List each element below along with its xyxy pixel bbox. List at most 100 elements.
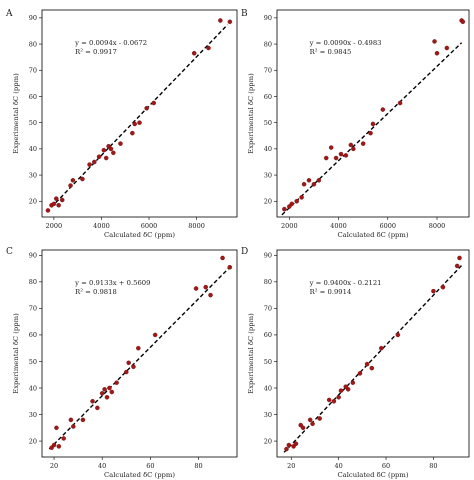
- y-tick-label: 70: [264, 67, 272, 75]
- data-point: [338, 151, 344, 157]
- data-point: [130, 130, 135, 136]
- y-tick-label: 40: [264, 384, 272, 392]
- y-tick-label: 40: [29, 145, 37, 153]
- regression-equation: y = 0.0090x - 0.4983: [309, 39, 382, 47]
- plot-frame: [41, 9, 238, 218]
- x-axis-label: Calculated δC (ppm): [337, 471, 408, 479]
- y-tick-label: 20: [264, 437, 272, 445]
- data-point: [460, 19, 466, 25]
- y-tick-label: 90: [29, 14, 37, 22]
- y-axis-label: Experimental δC (ppm): [12, 313, 20, 394]
- y-tick-label: 30: [29, 171, 37, 179]
- data-point: [126, 360, 131, 366]
- data-point: [289, 201, 295, 207]
- y-tick-label: 20: [29, 198, 37, 206]
- x-tick-label: 8000: [188, 222, 205, 230]
- data-point: [317, 416, 322, 421]
- x-axis-label: Calculated δC (ppm): [104, 471, 175, 479]
- y-tick-label: 20: [29, 437, 37, 445]
- data-point: [45, 208, 51, 213]
- x-tick-label: 20: [287, 462, 295, 470]
- y-tick-label: 90: [264, 14, 272, 22]
- data-point: [101, 147, 107, 153]
- data-point: [432, 39, 437, 44]
- data-point: [301, 181, 307, 187]
- data-point: [90, 399, 95, 404]
- x-axis-label: Calculated δC (ppm): [337, 231, 408, 239]
- data-point: [104, 395, 110, 400]
- data-point: [311, 181, 317, 187]
- data-point: [357, 371, 363, 376]
- data-point: [102, 387, 107, 392]
- panel-c: C 20 30 40 50 60 70 80 90 20 40 60 80 Calculated δC (…: [6, 247, 238, 479]
- data-point: [369, 365, 375, 371]
- panel-letter: A: [5, 9, 13, 19]
- data-point: [227, 19, 233, 25]
- y-tick-label: 80: [264, 40, 272, 48]
- data-point: [457, 255, 462, 261]
- data-point: [71, 424, 76, 429]
- data-point: [316, 178, 322, 183]
- data-point: [111, 150, 116, 156]
- data-point: [299, 195, 304, 200]
- data-point: [333, 155, 339, 161]
- y-tick-label: 50: [264, 358, 272, 366]
- data-point: [68, 183, 73, 188]
- x-tick-label: 2000: [46, 222, 63, 230]
- data-point: [152, 332, 158, 338]
- x-tick-label: 6000: [379, 222, 396, 230]
- data-point: [131, 364, 136, 370]
- data-point: [68, 417, 74, 423]
- data-point: [54, 196, 59, 201]
- data-point: [203, 284, 208, 290]
- y-tick-label: 60: [29, 331, 37, 339]
- data-point: [379, 345, 384, 351]
- plot-frame: [276, 249, 470, 458]
- data-point: [331, 399, 337, 404]
- regression-line: [46, 24, 228, 213]
- regression-line: [48, 266, 231, 450]
- y-tick-label: 60: [29, 93, 37, 101]
- data-point: [95, 405, 100, 411]
- data-point: [286, 442, 292, 448]
- data-point: [118, 141, 123, 146]
- data-point: [310, 421, 315, 427]
- data-point: [307, 417, 313, 423]
- data-point: [284, 446, 289, 452]
- data-point: [395, 332, 401, 338]
- y-tick-label: 80: [29, 40, 37, 48]
- data-point: [107, 385, 112, 391]
- y-tick-label: 30: [29, 411, 37, 419]
- data-point: [293, 441, 299, 446]
- data-point: [132, 121, 137, 127]
- data-point: [454, 263, 460, 269]
- x-axis-label: Calculated δC (ppm): [104, 231, 175, 239]
- x-tick-label: 8000: [429, 222, 446, 230]
- data-point: [56, 202, 61, 208]
- regression-equation: y = 0.0094x - 0.0672: [74, 39, 147, 47]
- data-point: [51, 201, 57, 207]
- data-point: [191, 50, 197, 56]
- x-tick-label: 80: [194, 462, 202, 470]
- data-point: [350, 380, 356, 385]
- data-point: [96, 154, 102, 159]
- panel-letter: B: [241, 9, 248, 19]
- data-point: [80, 176, 85, 182]
- data-point: [124, 369, 129, 375]
- regression-line: [281, 42, 463, 216]
- regression-equation: y = 0.9133x + 0.5609: [74, 279, 150, 287]
- data-point: [336, 395, 341, 400]
- x-tick-label: 6000: [141, 222, 158, 230]
- plot-frame: [276, 9, 470, 218]
- data-point: [80, 417, 86, 423]
- y-tick-label: 60: [264, 93, 272, 101]
- panel-letter: D: [241, 247, 248, 257]
- data-point: [351, 146, 356, 152]
- panel-letter: C: [6, 247, 13, 257]
- data-point: [206, 45, 211, 51]
- data-point: [54, 425, 59, 431]
- y-tick-label: 70: [29, 67, 37, 75]
- y-tick-label: 30: [264, 411, 272, 419]
- y-tick-label: 30: [264, 171, 272, 179]
